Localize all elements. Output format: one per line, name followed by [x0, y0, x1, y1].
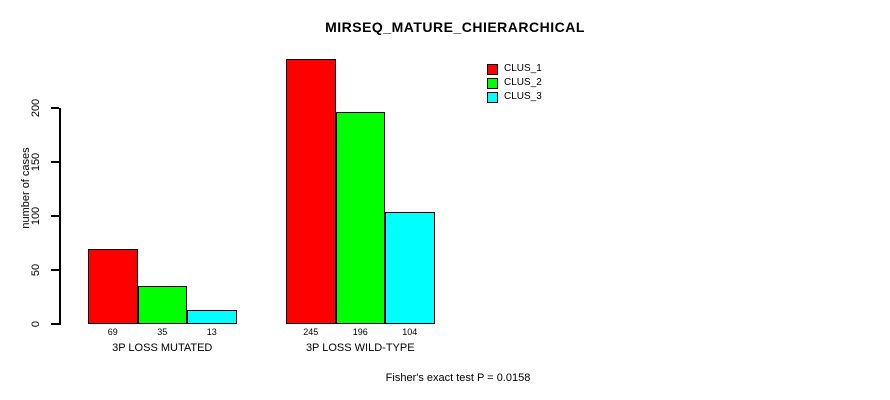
bar-value-label: 245: [303, 327, 319, 337]
y-axis-tick-label: 200: [30, 98, 42, 118]
bar-clus-2-group-1: [137, 286, 187, 324]
legend-color-swatch: [487, 91, 498, 103]
bar-clus-1-group-1: [88, 249, 138, 324]
bar-clus-3-group-2: [385, 211, 435, 324]
legend-item: CLUS_1: [487, 62, 542, 76]
y-axis-tick: [51, 323, 59, 325]
bar-clus-3-group-1: [187, 309, 237, 324]
y-axis-tick-label: 50: [30, 263, 42, 277]
bar-value-label: 104: [402, 327, 418, 337]
legend-item: CLUS_3: [487, 90, 542, 104]
legend-item-label: CLUS_2: [504, 77, 542, 88]
y-axis-tick: [51, 161, 59, 163]
legend-item-label: CLUS_1: [504, 63, 542, 74]
bar-clus-1-group-2: [286, 59, 336, 324]
bar-value-label: 69: [107, 327, 118, 337]
bar-clus-2-group-2: [335, 112, 385, 324]
bar-value-label: 35: [157, 327, 168, 337]
y-axis-tick-label: 100: [30, 206, 42, 226]
bar-value-label: 196: [352, 327, 368, 337]
legend-color-swatch: [487, 77, 498, 89]
legend-item: CLUS_2: [487, 76, 542, 90]
y-axis-tick: [51, 215, 59, 217]
x-category-label: 3P LOSS MUTATED: [112, 342, 213, 354]
y-axis-tick-label: 0: [30, 320, 42, 328]
y-axis-line: [59, 108, 61, 325]
chart-title: MIRSEQ_MATURE_CHIERARCHICAL: [325, 19, 585, 35]
x-category-label: 3P LOSS WILD-TYPE: [305, 342, 415, 354]
legend-item-label: CLUS_3: [504, 91, 542, 102]
y-axis-tick-label: 150: [30, 152, 42, 172]
legend-color-swatch: [487, 63, 498, 75]
bar-value-label: 13: [206, 327, 217, 337]
y-axis-tick: [51, 269, 59, 271]
legend: CLUS_1 CLUS_2 CLUS_3: [487, 62, 542, 104]
y-axis-tick: [51, 107, 59, 109]
footer-annotation: Fisher's exact test P = 0.0158: [385, 372, 531, 384]
